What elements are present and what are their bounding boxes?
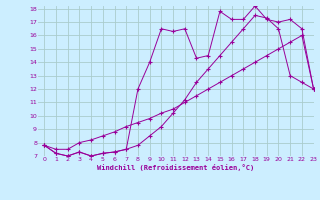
X-axis label: Windchill (Refroidissement éolien,°C): Windchill (Refroidissement éolien,°C) (97, 164, 255, 171)
